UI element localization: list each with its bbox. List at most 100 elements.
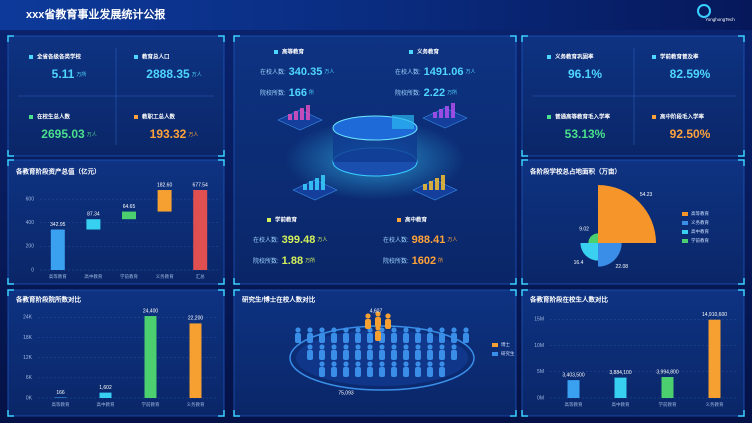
legend-label: 学前教育 [691, 237, 709, 244]
data-label: 24,400 [143, 308, 159, 314]
person-body [367, 350, 373, 360]
y-tick-label: 24K [23, 315, 33, 321]
person-head [379, 361, 385, 367]
data-label: 16.4 [574, 260, 584, 266]
person-body [355, 350, 361, 360]
person-head [415, 327, 421, 333]
y-tick-label: 15M [534, 317, 544, 323]
data-label: 22,200 [188, 316, 204, 322]
x-tick-label: 学前教育 [142, 401, 160, 408]
iso-bar [439, 109, 443, 118]
person-body [415, 333, 421, 343]
x-tick-label: 高中教育 [84, 273, 102, 280]
stage-value: 2.22 [424, 87, 445, 99]
person-body [427, 333, 433, 343]
person-head [319, 344, 325, 350]
person-head [375, 325, 381, 331]
legend-swatch [492, 352, 498, 356]
person-head [451, 344, 457, 350]
panel-corner [521, 35, 745, 157]
legend-label: 高中教育 [691, 228, 709, 235]
person-head [355, 361, 361, 367]
person-body [415, 350, 421, 360]
iso-bar [445, 106, 449, 118]
pictogram-group [365, 311, 391, 341]
y-tick-label: 400 [26, 220, 35, 226]
stage-unit: 万所 [305, 257, 315, 264]
person-body [331, 333, 337, 343]
stage-unit: 万人 [465, 69, 475, 75]
rate-value: 82.59% [670, 67, 711, 81]
pictogram-group [295, 327, 469, 377]
x-tick-label: 高等教育 [565, 401, 583, 408]
data-label: 9.02 [579, 226, 589, 232]
person-body [403, 367, 409, 377]
kpi-label: 在校生总人数 [37, 112, 71, 120]
person-body [343, 333, 349, 343]
bullet [274, 50, 278, 54]
person-body [307, 350, 313, 360]
panel [7, 289, 225, 417]
iso-bar [306, 105, 310, 120]
person-head [415, 361, 421, 367]
data-label: 75,093 [338, 390, 354, 396]
data-label: 4,607 [370, 308, 383, 314]
kpi-unit: 万所 [76, 71, 86, 78]
bar [157, 190, 172, 212]
bar [86, 219, 101, 230]
panel [7, 159, 225, 285]
person-head [355, 327, 361, 333]
page-title: xxx省教育事业发展统计公报 [26, 7, 166, 21]
person-body [355, 333, 361, 343]
legend-label: 博士 [501, 341, 510, 348]
x-tick-label: 高中教育 [612, 401, 630, 408]
person-body [391, 333, 397, 343]
bar [54, 397, 67, 398]
kpi-number: 5.11 [52, 67, 75, 81]
kpi-label: 教职工总人数 [141, 112, 176, 120]
kpi-number: 2695.03 [41, 127, 85, 141]
chart-title: 各教育阶段资产总值（亿元） [15, 167, 101, 176]
person-body [439, 350, 445, 360]
iso-bar [300, 108, 304, 120]
stage-schools: 院校所数: 2.22 万所 [395, 87, 457, 99]
person-body [415, 367, 421, 377]
bullet [409, 50, 413, 54]
legend-swatch [682, 221, 688, 225]
y-tick-label: 600 [26, 196, 35, 202]
person-head [427, 327, 433, 333]
person-head [343, 361, 349, 367]
iso-bar [423, 184, 427, 190]
person-body [343, 350, 349, 360]
x-tick-label: 汇总 [196, 273, 205, 280]
rate-label: 学前教育普及率 [660, 52, 699, 60]
panel-corner [7, 159, 225, 285]
stage-unit: 万人 [317, 237, 327, 243]
bar [193, 190, 208, 270]
stage-value: 399.48 [282, 234, 316, 246]
person-body [331, 350, 337, 360]
stage-unit: 所 [309, 89, 314, 96]
chart-title: 研究生/博士在校人数对比 [242, 295, 316, 304]
person-head [307, 327, 313, 333]
iso-bar [321, 175, 325, 190]
person-body [343, 367, 349, 377]
logo-text: YonghongTech [705, 17, 735, 22]
person-body [367, 333, 373, 343]
data-label: 3,994,800 [656, 369, 678, 375]
stage-label: 院校所数: [383, 257, 409, 265]
header-bar [0, 0, 752, 30]
person-head [439, 361, 445, 367]
person-head [403, 361, 409, 367]
kpi-unit: 万人 [188, 132, 198, 138]
person-head [365, 313, 371, 319]
data-label: 3,403,500 [562, 372, 584, 378]
person-head [439, 344, 445, 350]
stage-students: 在校人数: 1491.06 万人 [395, 66, 475, 78]
x-tick-label: 高等教育 [52, 401, 70, 408]
chart-title: 各阶段学校总占地面积（万亩） [529, 167, 621, 176]
kpi-label: 教育总人口 [141, 52, 170, 60]
y-tick-label: 10M [534, 343, 544, 349]
iso-bar [288, 114, 292, 120]
iso-bar [315, 178, 319, 190]
